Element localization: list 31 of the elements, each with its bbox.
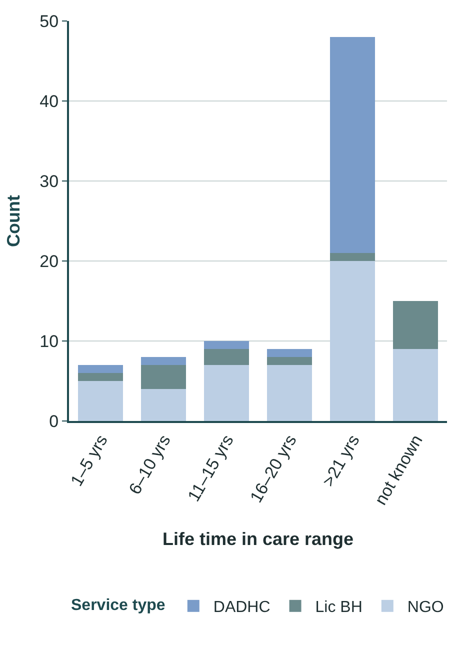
bar [392, 301, 438, 349]
y-tick-label: 0 [49, 412, 59, 431]
legend-title: Service type [71, 596, 166, 614]
bar [392, 349, 438, 421]
bar [330, 37, 376, 253]
y-tick-label: 10 [40, 332, 59, 351]
bar [78, 381, 124, 421]
legend-label: Lic BH [315, 599, 362, 616]
bar [204, 341, 250, 349]
bar [266, 357, 312, 365]
bar [140, 357, 186, 365]
y-tick-label: 30 [40, 172, 59, 191]
bar [204, 349, 250, 365]
y-axis-title: Count [3, 195, 24, 247]
x-axis-title: Life time in care range [162, 528, 354, 549]
y-tick-label: 20 [40, 252, 59, 271]
bar [78, 373, 124, 381]
y-tick-label: 50 [40, 12, 59, 31]
bar [266, 349, 312, 357]
bar [78, 365, 124, 373]
legend-label: NGO [407, 599, 444, 616]
x-tick-label: >21 yrs [318, 432, 364, 490]
legend-label: DADHC [213, 599, 270, 616]
bar [140, 365, 186, 389]
x-tick-label: 1–5 yrs [66, 432, 112, 490]
bar [204, 365, 250, 421]
bar [266, 365, 312, 421]
bar [330, 253, 376, 261]
bar [140, 389, 186, 421]
bar [330, 261, 376, 421]
y-tick-label: 40 [40, 92, 59, 111]
